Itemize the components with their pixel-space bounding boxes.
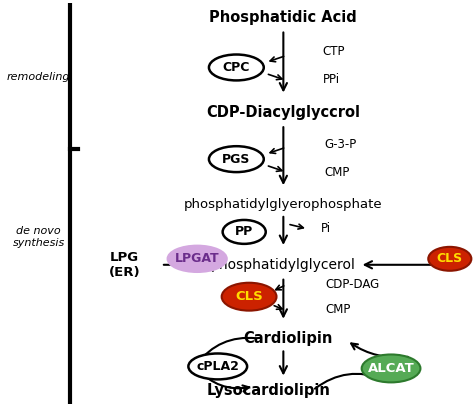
Text: CDP-Diacylglyccrol: CDP-Diacylglyccrol [206, 105, 360, 120]
Ellipse shape [222, 283, 276, 311]
Text: ALCAT: ALCAT [368, 362, 414, 375]
Text: CDP-DAG: CDP-DAG [326, 278, 380, 291]
Text: CTP: CTP [322, 45, 345, 58]
Text: cPLA2: cPLA2 [196, 360, 239, 373]
Text: LPGAT: LPGAT [175, 252, 219, 265]
Text: G-3-P: G-3-P [325, 138, 357, 151]
Text: CMP: CMP [326, 303, 351, 316]
Text: CLS: CLS [235, 290, 263, 303]
Text: PP: PP [235, 225, 253, 239]
Text: Lysocardiolipin: Lysocardiolipin [207, 383, 330, 398]
Text: Phosphatidic Acid: Phosphatidic Acid [210, 10, 357, 25]
Text: LPG
(ER): LPG (ER) [109, 251, 141, 279]
Text: PPi: PPi [322, 73, 340, 86]
Ellipse shape [223, 220, 266, 244]
Ellipse shape [428, 247, 471, 271]
Text: Pi: Pi [320, 222, 331, 235]
Text: remodeling: remodeling [7, 72, 70, 83]
Ellipse shape [209, 55, 264, 81]
Text: Cardiolipin: Cardiolipin [244, 331, 333, 346]
Text: de novo
synthesis: de novo synthesis [12, 226, 64, 248]
Text: CMP: CMP [325, 166, 350, 179]
Text: CPC: CPC [223, 61, 250, 74]
Text: CLS: CLS [437, 252, 463, 265]
Ellipse shape [362, 354, 420, 383]
Text: phosphatidylglyerophosphate: phosphatidylglyerophosphate [184, 199, 383, 212]
Ellipse shape [188, 354, 247, 379]
Ellipse shape [209, 146, 264, 172]
Text: phosphatidylglycerol: phosphatidylglycerol [211, 258, 356, 272]
Ellipse shape [168, 246, 227, 272]
Text: PGS: PGS [222, 153, 251, 166]
